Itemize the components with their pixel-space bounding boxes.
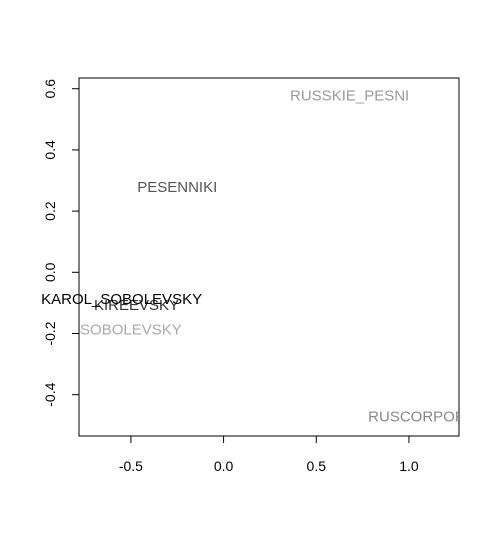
y-tick-label: -0.2 bbox=[42, 321, 58, 345]
x-tick-label: -0.5 bbox=[119, 458, 143, 474]
point-label: KAROL_SOBOLEVSKY bbox=[41, 291, 202, 308]
x-tick-label: 0.5 bbox=[307, 458, 327, 474]
plot-frame bbox=[78, 77, 460, 437]
point-labels: RUSSKIE_PESNI PESENNIKI KIREEVSKYKAROL_SOB… bbox=[41, 87, 476, 426]
x-tick-label: 0.0 bbox=[214, 458, 234, 474]
y-tick-label: 0.0 bbox=[42, 262, 58, 282]
y-tick-label: 0.2 bbox=[42, 201, 58, 221]
point-label: RUSSKIE_PESNI bbox=[290, 87, 409, 104]
y-axis: -0.4 -0.2 0.0 0.2 0.4 0.6 bbox=[42, 79, 80, 407]
plot-area bbox=[78, 77, 460, 437]
point-label: KIREEVSKY bbox=[94, 297, 179, 314]
point-label: RUSCORPORA bbox=[368, 409, 476, 426]
y-tick-label: 0.6 bbox=[42, 79, 58, 99]
x-tick-label: 1.0 bbox=[399, 458, 419, 474]
point-label: PESENNIKI bbox=[137, 179, 217, 196]
x-axis: -0.5 0.0 0.5 1.0 bbox=[119, 435, 419, 474]
point-label: SOBOLEVSKY bbox=[80, 321, 182, 338]
y-tick-label: 0.4 bbox=[42, 140, 58, 160]
y-tick-label: -0.4 bbox=[42, 382, 58, 406]
